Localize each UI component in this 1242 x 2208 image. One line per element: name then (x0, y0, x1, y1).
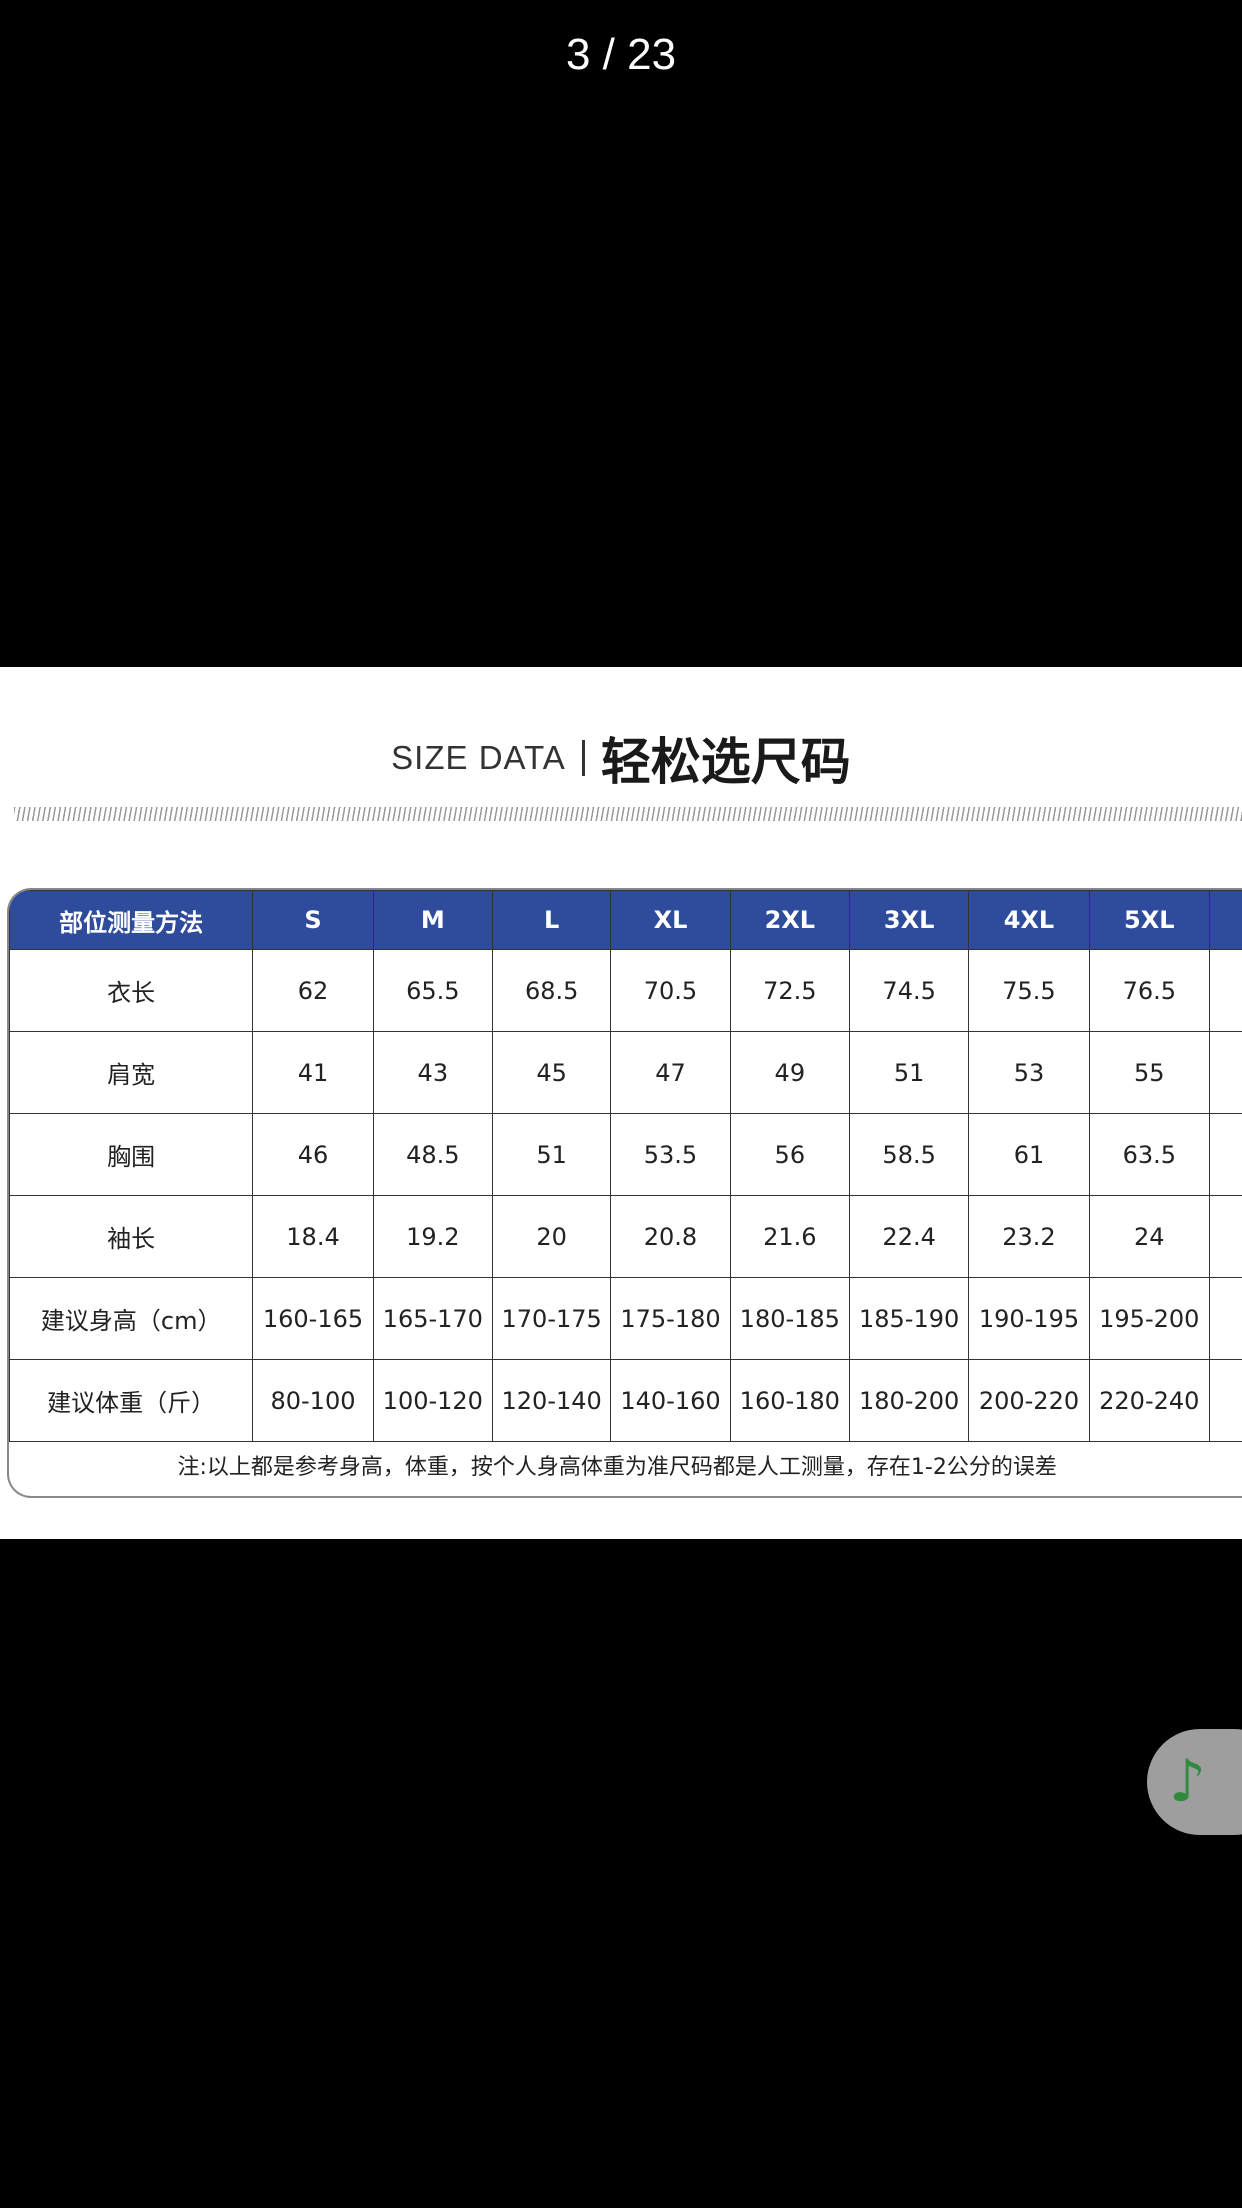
table-cell: 160-165 (252, 1277, 374, 1360)
table-cell: 200-220 (968, 1359, 1090, 1442)
row-label: 肩宽 (9, 1031, 254, 1114)
row-label: 袖长 (9, 1195, 254, 1278)
table-cell: 53.5 (610, 1113, 731, 1196)
table-cell: 175-180 (610, 1277, 731, 1360)
header-size: M (372, 890, 493, 950)
size-table-frame: 部位测量方法 S M L XL 2XL 3XL 4XL 5XL 衣长 62 65.5 68.5 70.5… (7, 888, 1242, 1498)
table-cell: 22.4 (848, 1195, 970, 1278)
table-cell-clipped (1208, 1031, 1242, 1114)
music-button[interactable]: ♪ (1147, 1729, 1242, 1835)
table-cell: 80-100 (252, 1359, 374, 1442)
music-note-icon: ♪ (1169, 1747, 1207, 1815)
header-size: 4XL (968, 890, 1090, 950)
table-cell: 195-200 (1088, 1277, 1210, 1360)
table-cell: 220-240 (1088, 1359, 1210, 1442)
table-cell: 65.5 (372, 949, 493, 1032)
title-divider (581, 740, 585, 776)
table-cell: 24 (1088, 1195, 1210, 1278)
row-label: 建议身高（cm） (9, 1277, 254, 1360)
table-cell-clipped (1208, 1195, 1242, 1278)
table-cell: 68.5 (491, 949, 612, 1032)
row-label: 胸围 (9, 1113, 254, 1196)
table-cell: 63.5 (1088, 1113, 1210, 1196)
table-cell: 18.4 (252, 1195, 374, 1278)
table-cell: 75.5 (968, 949, 1090, 1032)
size-chart-image: SIZE DATA 轻松选尺码 部位测量方法 S M L XL 2XL 3XL 4XL 5XL 衣… (0, 667, 1242, 1539)
hatch-divider (14, 807, 1242, 821)
image-counter: 3 / 23 (565, 30, 677, 79)
table-cell: 165-170 (372, 1277, 493, 1360)
table-cell: 170-175 (491, 1277, 612, 1360)
table-cell: 48.5 (372, 1113, 493, 1196)
title-zh: 轻松选尺码 (600, 733, 851, 791)
table-cell: 58.5 (848, 1113, 970, 1196)
table-row: 衣长 62 65.5 68.5 70.5 72.5 74.5 75.5 76.5 (9, 949, 1242, 1032)
table-cell: 56 (729, 1113, 850, 1196)
table-cell: 70.5 (610, 949, 731, 1032)
row-label: 衣长 (9, 949, 254, 1032)
table-cell: 46 (252, 1113, 374, 1196)
table-cell: 43 (372, 1031, 493, 1114)
header-size: XL (610, 890, 731, 950)
header-measure-method: 部位测量方法 (9, 890, 254, 950)
table-cell: 20.8 (610, 1195, 731, 1278)
header-size: 2XL (729, 890, 850, 950)
table-cell: 23.2 (968, 1195, 1090, 1278)
table-cell: 51 (848, 1031, 970, 1114)
header-size: 3XL (848, 890, 970, 950)
table-cell: 19.2 (372, 1195, 493, 1278)
table-cell: 72.5 (729, 949, 850, 1032)
title-en: SIZE DATA (391, 739, 566, 776)
table-cell: 51 (491, 1113, 612, 1196)
table-cell: 21.6 (729, 1195, 850, 1278)
table-cell: 160-180 (729, 1359, 850, 1442)
table-cell: 41 (252, 1031, 374, 1114)
row-label: 建议体重（斤） (9, 1359, 254, 1442)
table-cell: 20 (491, 1195, 612, 1278)
header-clipped (1208, 890, 1242, 950)
table-cell: 47 (610, 1031, 731, 1114)
table-cell: 76.5 (1088, 949, 1210, 1032)
table-cell-clipped (1208, 949, 1242, 1032)
table-cell: 120-140 (491, 1359, 612, 1442)
table-row: 建议体重（斤） 80-100 100-120 120-140 140-160 160-18… (9, 1359, 1242, 1442)
header-size: S (252, 890, 374, 950)
table-cell: 55 (1088, 1031, 1210, 1114)
table-cell: 62 (252, 949, 374, 1032)
table-cell: 180-185 (729, 1277, 850, 1360)
table-cell: 53 (968, 1031, 1090, 1114)
table-cell: 180-200 (848, 1359, 970, 1442)
table-row: 肩宽 41 43 45 47 49 51 53 55 (9, 1031, 1242, 1114)
table-cell: 49 (729, 1031, 850, 1114)
table-note: 注:以上都是参考身高，体重，按个人身高体重为准尺码都是人工测量，存在1-2公分的… (9, 1441, 1242, 1488)
table-row: 袖长 18.4 19.2 20 20.8 21.6 22.4 23.2 24 (9, 1195, 1242, 1278)
table-cell-clipped (1208, 1359, 1242, 1442)
header-size: 5XL (1088, 890, 1210, 950)
table-cell: 140-160 (610, 1359, 731, 1442)
chart-title: SIZE DATA 轻松选尺码 (0, 722, 1242, 794)
size-table: 部位测量方法 S M L XL 2XL 3XL 4XL 5XL 衣长 62 65.5 68.5 70.5… (9, 890, 1242, 1488)
table-cell: 190-195 (968, 1277, 1090, 1360)
table-cell: 61 (968, 1113, 1090, 1196)
header-size: L (491, 890, 612, 950)
table-cell: 100-120 (372, 1359, 493, 1442)
table-cell: 45 (491, 1031, 612, 1114)
table-cell-clipped (1208, 1277, 1242, 1360)
table-row: 建议身高（cm） 160-165 165-170 170-175 175-180 180-… (9, 1277, 1242, 1360)
table-row: 胸围 46 48.5 51 53.5 56 58.5 61 63.5 (9, 1113, 1242, 1196)
table-cell: 185-190 (848, 1277, 970, 1360)
table-cell-clipped (1208, 1113, 1242, 1196)
table-cell: 74.5 (848, 949, 970, 1032)
